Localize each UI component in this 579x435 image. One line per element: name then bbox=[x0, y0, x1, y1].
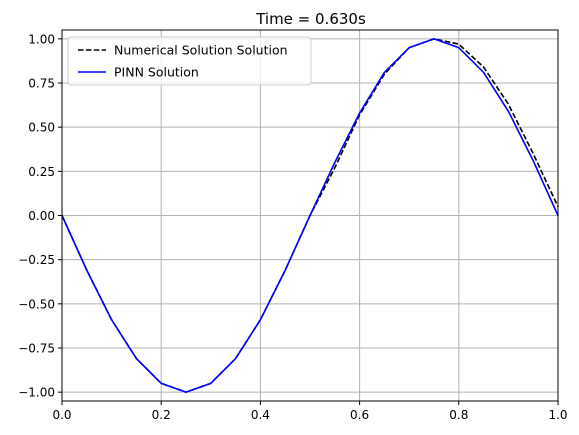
y-tick-label: 0.25 bbox=[28, 165, 55, 179]
x-tick-label: 0.4 bbox=[251, 408, 270, 422]
legend-label-numerical: Numerical Solution Solution bbox=[114, 43, 288, 58]
y-tick-label: 0.75 bbox=[28, 77, 55, 91]
y-tick-label: 0.00 bbox=[28, 209, 55, 223]
chart-title: Time = 0.630s bbox=[255, 10, 366, 28]
y-tick-label: −0.75 bbox=[18, 342, 55, 356]
legend: Numerical Solution Solution PINN Solutio… bbox=[67, 36, 312, 86]
y-tick-label: −0.25 bbox=[18, 253, 55, 267]
y-tick-label: −1.00 bbox=[18, 386, 55, 400]
legend-box bbox=[67, 36, 312, 86]
axis-ticks: 0.0 0.2 0.4 0.6 0.8 1.0 1.00 0.75 0.50 0.25 0.00 −0… bbox=[18, 32, 567, 422]
series-layer bbox=[61, 38, 559, 393]
x-tick-label: 0.2 bbox=[152, 408, 171, 422]
x-tick-label: 0.8 bbox=[449, 408, 468, 422]
series-line-pinn bbox=[61, 38, 559, 393]
x-tick-label: 0.6 bbox=[350, 408, 369, 422]
legend-label-pinn: PINN Solution bbox=[114, 65, 199, 80]
y-tick-label: −0.50 bbox=[18, 297, 55, 311]
x-tick-label: 1.0 bbox=[548, 408, 567, 422]
x-tick-label: 0.0 bbox=[52, 408, 71, 422]
y-tick-label: 0.50 bbox=[28, 121, 55, 135]
plot-frame bbox=[61, 29, 559, 402]
y-tick-label: 1.00 bbox=[28, 32, 55, 46]
